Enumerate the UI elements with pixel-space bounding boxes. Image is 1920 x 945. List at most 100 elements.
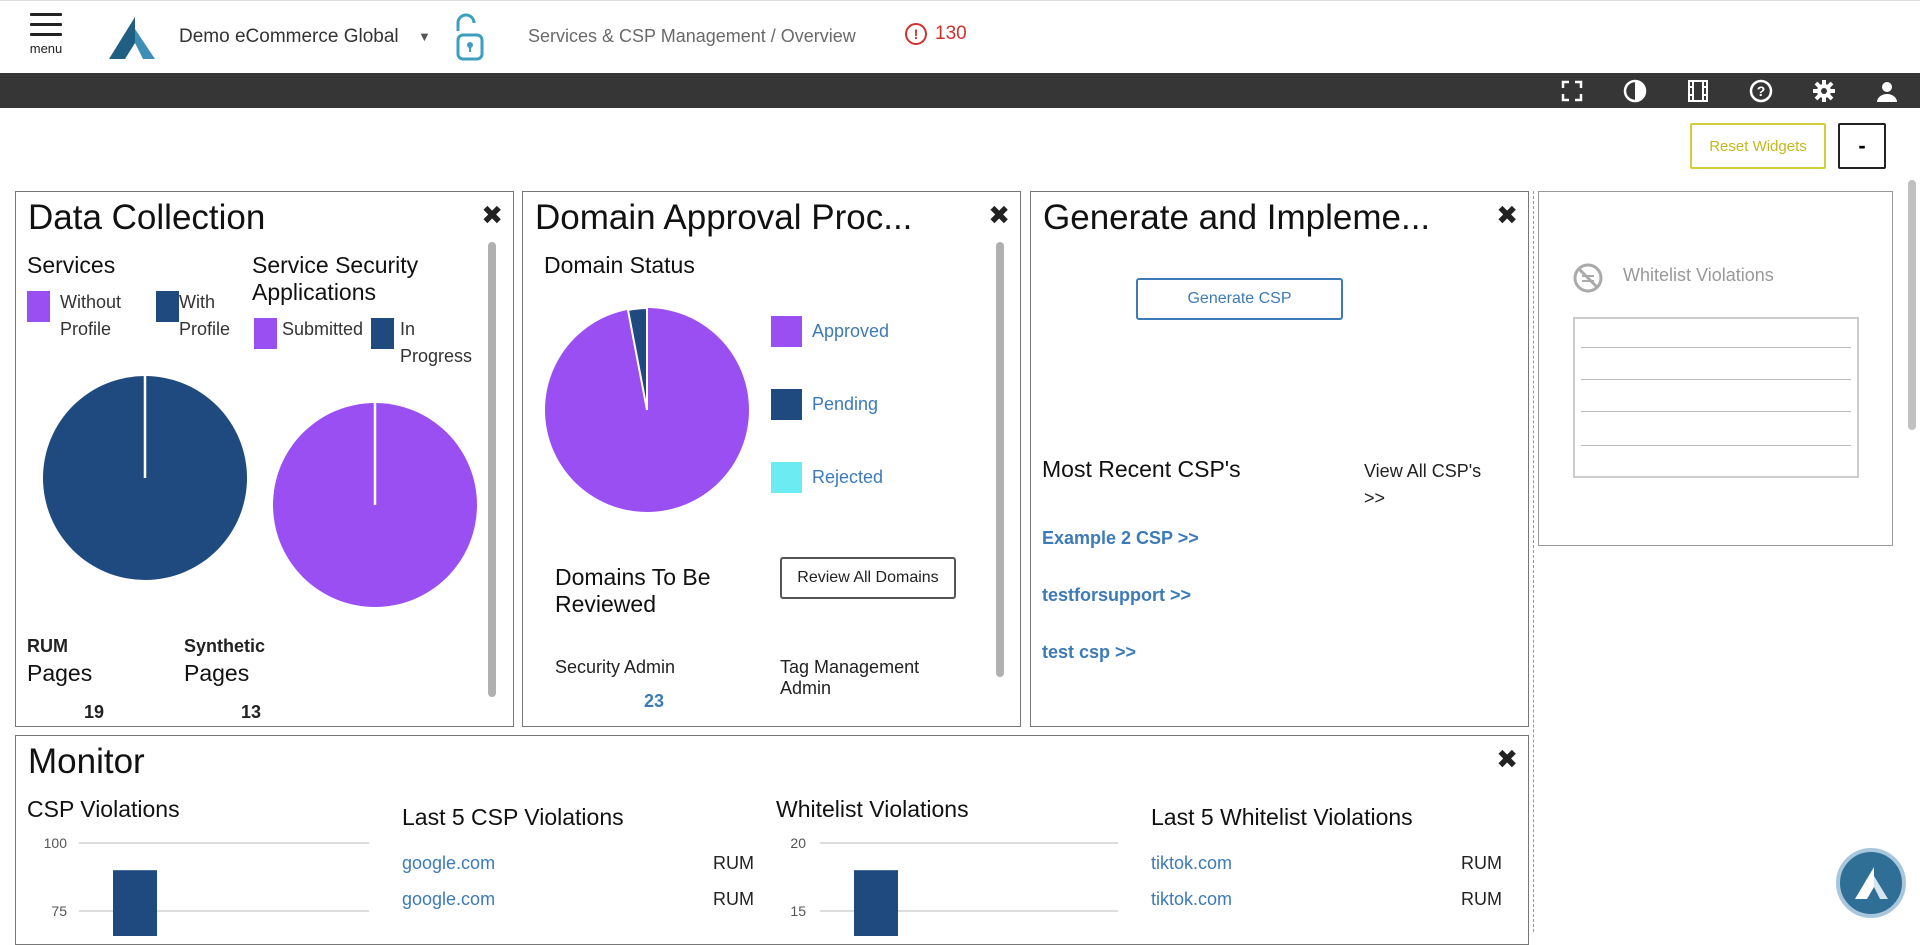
placeholder-table xyxy=(1573,317,1859,478)
synthetic-pages-value: 13 xyxy=(241,702,262,722)
last5-whitelist-heading: Last 5 Whitelist Violations xyxy=(1151,804,1413,830)
reset-widgets-button[interactable]: Reset Widgets xyxy=(1690,123,1826,169)
legend-in-progress: In Progress xyxy=(400,319,473,366)
legend-without-profile: Without Profile xyxy=(60,292,122,339)
legend-swatch-in-progress xyxy=(371,318,394,349)
hamburger-icon xyxy=(30,13,62,16)
tag-admin-label: Tag Management Admin xyxy=(780,657,920,698)
logo-icon xyxy=(1855,867,1888,899)
synthetic-label: Synthetic xyxy=(184,636,266,656)
security-admin-label: Security Admin xyxy=(555,657,676,677)
legend-swatch-pending xyxy=(771,389,802,420)
legend-swatch-rejected xyxy=(771,462,802,493)
legend-pending[interactable]: Pending xyxy=(812,394,879,414)
domain-status-heading: Domain Status xyxy=(544,252,695,278)
bar xyxy=(854,870,898,936)
csp-violations-chart: 100 75 xyxy=(44,836,369,936)
widget-title: Data Collection xyxy=(28,198,266,237)
view-all-csps-link[interactable]: View All CSP's >> xyxy=(1364,461,1482,508)
legend-rejected[interactable]: Rejected xyxy=(812,467,884,487)
alert-count: 130 xyxy=(935,23,967,44)
legend-swatch-with-profile xyxy=(156,291,179,322)
bar xyxy=(113,870,157,936)
block-icon xyxy=(1573,263,1603,293)
violation-domain-link[interactable]: google.com xyxy=(402,853,496,873)
assistant-button[interactable] xyxy=(1836,848,1906,918)
legend-with-profile: With Profile xyxy=(179,292,231,339)
rum-label: RUM xyxy=(27,636,68,656)
y-tick: 20 xyxy=(790,836,806,851)
close-icon[interactable]: ✖ xyxy=(988,200,1010,230)
rum-pages-label: Pages xyxy=(27,660,93,686)
csp-violations-heading: CSP Violations xyxy=(27,796,180,822)
review-all-domains-button[interactable]: Review All Domains xyxy=(780,557,956,599)
widget-title: Monitor xyxy=(28,742,145,781)
chevron-down-icon[interactable]: ▼ xyxy=(418,29,431,44)
violation-source: RUM xyxy=(713,889,754,909)
violation-source: RUM xyxy=(713,853,754,873)
close-icon[interactable]: ✖ xyxy=(1496,200,1518,230)
whitelist-violations-heading: Whitelist Violations xyxy=(776,796,969,822)
toolbar: ? xyxy=(0,73,1920,108)
legend-submitted: Submitted xyxy=(282,319,364,339)
logo-icon xyxy=(109,17,155,59)
legend-swatch-approved xyxy=(771,316,802,347)
synthetic-pages-label: Pages xyxy=(184,660,250,686)
alert-indicator[interactable]: ! 130 xyxy=(905,23,967,45)
services-pie-chart xyxy=(43,376,247,580)
violation-domain-link[interactable]: google.com xyxy=(402,889,496,909)
security-admin-value[interactable]: 23 xyxy=(644,691,665,711)
recent-csp-link[interactable]: Example 2 CSP >> xyxy=(1042,528,1199,548)
last5-csp-heading: Last 5 CSP Violations xyxy=(402,804,624,830)
most-recent-csp-heading: Most Recent CSP's xyxy=(1042,456,1241,482)
top-bar: menu Demo eCommerce Global ▼ Services & … xyxy=(0,0,1920,73)
rum-pages-value: 19 xyxy=(84,702,105,722)
ssa-pie-chart xyxy=(273,403,477,607)
whitelist-domain-link[interactable]: tiktok.com xyxy=(1151,853,1233,873)
scrollbar[interactable] xyxy=(996,242,1004,677)
y-tick: 75 xyxy=(51,903,67,919)
minimize-button[interactable]: - xyxy=(1838,123,1886,169)
menu-button[interactable]: menu xyxy=(28,13,64,56)
legend-swatch-submitted xyxy=(254,318,277,349)
legend-approved[interactable]: Approved xyxy=(812,321,890,341)
ssa-heading: Service Security Applications xyxy=(252,252,419,305)
legend-swatch-without-profile xyxy=(27,291,50,322)
whitelist-violations-chart: 20 15 xyxy=(790,836,1118,936)
org-name[interactable]: Demo eCommerce Global xyxy=(179,26,399,47)
generate-csp-button[interactable]: Generate CSP xyxy=(1136,278,1343,320)
domains-to-review-heading: Domains To Be Reviewed xyxy=(555,564,711,617)
film-icon[interactable] xyxy=(1686,79,1710,103)
whitelist-domain-link[interactable]: tiktok.com xyxy=(1151,889,1233,909)
gear-icon[interactable] xyxy=(1812,79,1836,103)
alert-icon: ! xyxy=(905,23,927,45)
drop-zone-divider xyxy=(1533,191,1534,932)
monitor-widget: Monitor ✖ CSP Violations 100 75 Last 5 C… xyxy=(15,735,1529,945)
domain-status-pie-chart xyxy=(545,307,749,512)
user-icon[interactable] xyxy=(1875,79,1899,103)
page-scrollbar[interactable] xyxy=(1908,180,1916,430)
fullscreen-icon[interactable] xyxy=(1560,79,1584,103)
y-tick: 15 xyxy=(790,903,806,919)
widget-title: Generate and Impleme... xyxy=(1043,198,1431,237)
pie-slice-pending xyxy=(626,307,648,411)
whitelist-source: RUM xyxy=(1461,853,1502,873)
y-tick: 100 xyxy=(44,836,68,851)
unlock-icon[interactable] xyxy=(452,13,488,63)
help-icon[interactable]: ? xyxy=(1749,79,1773,103)
close-icon[interactable]: ✖ xyxy=(1496,744,1518,774)
close-icon[interactable]: ✖ xyxy=(481,200,503,230)
whitelist-violations-placeholder-widget: Whitelist Violations xyxy=(1538,191,1893,546)
whitelist-source: RUM xyxy=(1461,889,1502,909)
scrollbar[interactable] xyxy=(488,242,496,697)
breadcrumb: Services & CSP Management / Overview xyxy=(528,26,856,46)
placeholder-title: Whitelist Violations xyxy=(1623,265,1774,285)
services-heading: Services xyxy=(27,252,116,278)
svg-text:?: ? xyxy=(1757,83,1766,99)
contrast-icon[interactable] xyxy=(1623,79,1647,103)
recent-csp-link[interactable]: testforsupport >> xyxy=(1042,585,1192,605)
widget-title: Domain Approval Proc... xyxy=(535,198,913,237)
menu-label: menu xyxy=(29,41,63,56)
domain-approval-widget: Domain Approval Proc... ✖ Domain Status … xyxy=(522,191,1021,727)
recent-csp-link[interactable]: test csp >> xyxy=(1042,642,1137,662)
